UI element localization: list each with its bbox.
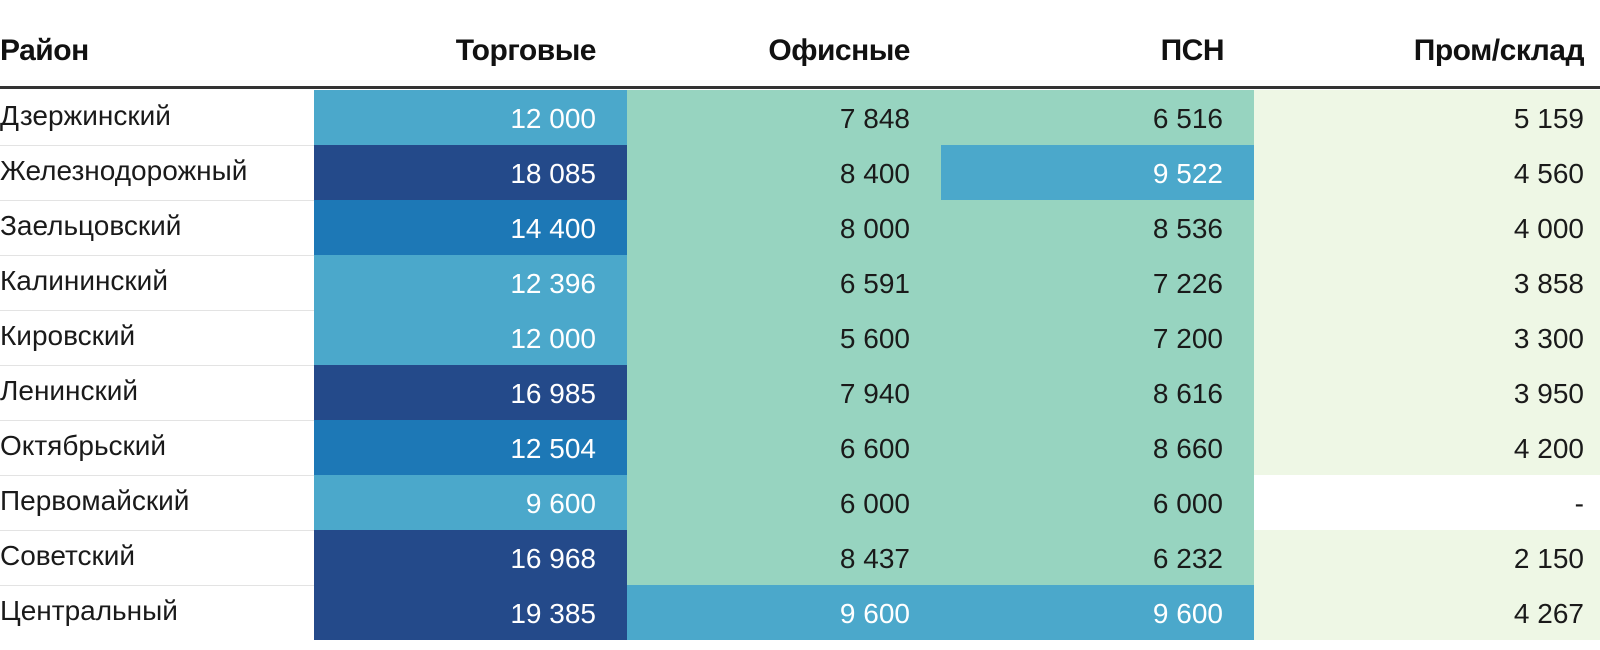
table-row: Октябрьский 12 504 6 600 8 660 4 200: [0, 420, 1600, 475]
district-name: Советский: [0, 540, 136, 571]
heatmap-cell-free-purpose: 6 232: [941, 530, 1254, 585]
heatmap-cell-office: 7 848: [627, 90, 941, 145]
table-row: Советский 16 968 8 437 6 232 2 150: [0, 530, 1600, 585]
row-divider: [0, 585, 314, 586]
heatmap-cell-industrial-warehouse: 3 950: [1254, 365, 1600, 420]
column-header-district: Район: [0, 34, 89, 67]
district-name: Железнодорожный: [0, 155, 248, 186]
district-name: Первомайский: [0, 485, 190, 516]
heatmap-cell-industrial-warehouse: 2 150: [1254, 530, 1600, 585]
heatmap-cell-retail: 12 396: [314, 255, 627, 310]
row-divider: [0, 145, 314, 146]
district-name: Заельцовский: [0, 210, 182, 241]
heatmap-cell-industrial-warehouse: 4 267: [1254, 585, 1600, 640]
heatmap-cell-free-purpose: 8 660: [941, 420, 1254, 475]
table-row: Железнодорожный 18 085 8 400 9 522 4 560: [0, 145, 1600, 200]
heatmap-cell-office: 8 437: [627, 530, 941, 585]
heatmap-cell-free-purpose: 9 600: [941, 585, 1254, 640]
heatmap-cell-office: 8 400: [627, 145, 941, 200]
row-divider: [0, 420, 314, 421]
heatmap-cell-office: 9 600: [627, 585, 941, 640]
heatmap-cell-industrial-warehouse: 4 560: [1254, 145, 1600, 200]
table-row: Кировский 12 000 5 600 7 200 3 300: [0, 310, 1600, 365]
row-divider: [0, 530, 314, 531]
district-name: Центральный: [0, 595, 178, 626]
heatmap-cell-industrial-warehouse: 3 858: [1254, 255, 1600, 310]
heatmap-cell-free-purpose: 8 616: [941, 365, 1254, 420]
column-header-industrial-warehouse: Пром/склад: [1413, 34, 1585, 67]
row-divider: [0, 365, 314, 366]
heatmap-cell-industrial-warehouse: 4 200: [1254, 420, 1600, 475]
heatmap-cell-office: 6 000: [627, 475, 941, 530]
table-row: Ленинский 16 985 7 940 8 616 3 950: [0, 365, 1600, 420]
table-row: Центральный 19 385 9 600 9 600 4 267: [0, 585, 1600, 640]
table-row: Заельцовский 14 400 8 000 8 536 4 000: [0, 200, 1600, 255]
heatmap-cell-retail: 16 985: [314, 365, 627, 420]
table-row: Первомайский 9 600 6 000 6 000-: [0, 475, 1600, 530]
row-divider: [0, 200, 314, 201]
table-row: Калининский 12 396 6 591 7 226 3 858: [0, 255, 1600, 310]
heatmap-cell-retail: 9 600: [314, 475, 627, 530]
row-divider: [0, 310, 314, 311]
heatmap-cell-free-purpose: 6 516: [941, 90, 1254, 145]
column-header-free-purpose: ПСН: [1160, 34, 1225, 67]
district-name: Кировский: [0, 320, 136, 351]
heatmap-cell-industrial-warehouse: 3 300: [1254, 310, 1600, 365]
heatmap-cell-free-purpose: 7 200: [941, 310, 1254, 365]
heatmap-cell-free-purpose: 9 522: [941, 145, 1254, 200]
table-row: Дзержинский 12 000 7 848 6 516 5 159: [0, 90, 1600, 145]
heatmap-cell-office: 5 600: [627, 310, 941, 365]
heatmap-cell-free-purpose: 6 000: [941, 475, 1254, 530]
heatmap-cell-retail: 12 000: [314, 90, 627, 145]
heatmap-cell-industrial-warehouse: 4 000: [1254, 200, 1600, 255]
district-name: Калининский: [0, 265, 168, 296]
heatmap-cell-office: 7 940: [627, 365, 941, 420]
table-header: Район Торговые Офисные ПСН Пром/склад: [0, 0, 1600, 89]
column-header-retail: Торговые: [455, 34, 597, 67]
row-divider: [0, 475, 314, 476]
heatmap-cell-office: 6 591: [627, 255, 941, 310]
heatmap-cell-free-purpose: 8 536: [941, 200, 1254, 255]
district-name: Ленинский: [0, 375, 139, 406]
heatmap-cell-industrial-warehouse: -: [1254, 475, 1600, 530]
district-name: Октябрьский: [0, 430, 167, 461]
district-name: Дзержинский: [0, 100, 171, 131]
heatmap-cell-retail: 14 400: [314, 200, 627, 255]
heatmap-cell-office: 6 600: [627, 420, 941, 475]
heatmap-cell-industrial-warehouse: 5 159: [1254, 90, 1600, 145]
heatmap-cell-retail: 16 968: [314, 530, 627, 585]
heatmap-cell-retail: 19 385: [314, 585, 627, 640]
column-header-office: Офисные: [768, 34, 910, 67]
heatmap-cell-free-purpose: 7 226: [941, 255, 1254, 310]
heatmap-cell-retail: 12 000: [314, 310, 627, 365]
heatmap-cell-retail: 18 085: [314, 145, 627, 200]
heatmap-cell-office: 8 000: [627, 200, 941, 255]
heatmap-cell-retail: 12 504: [314, 420, 627, 475]
row-divider: [0, 255, 314, 256]
